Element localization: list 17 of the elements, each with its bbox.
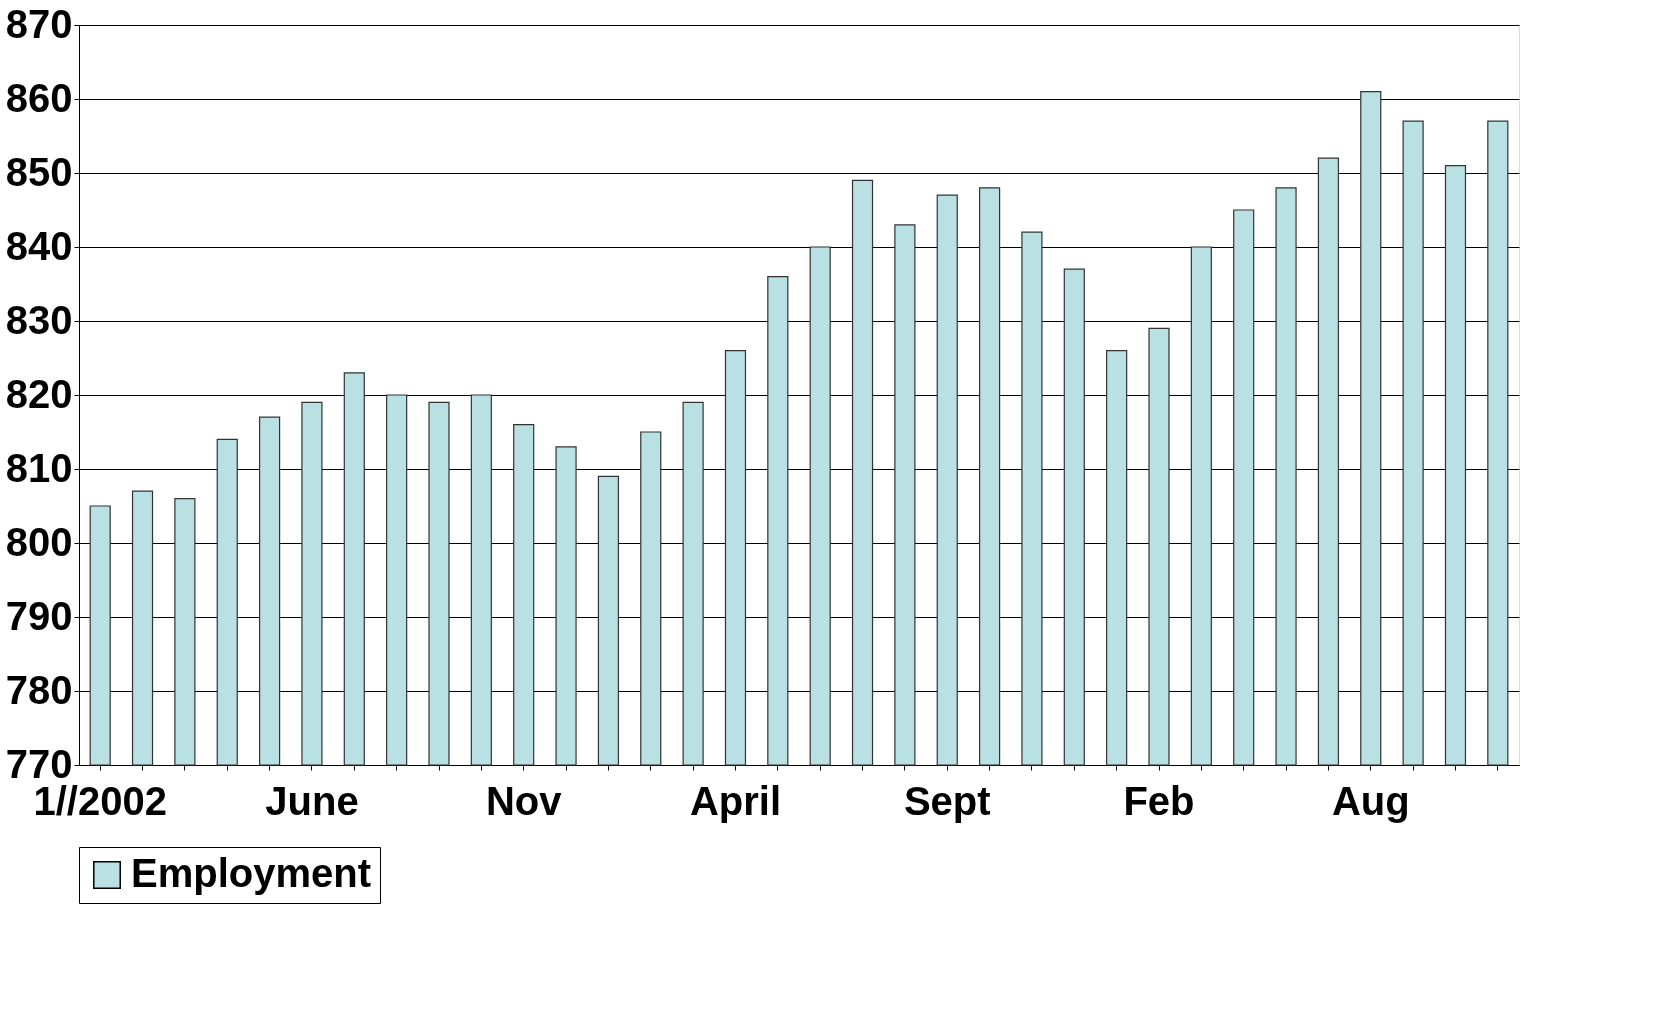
x-tick-label: Aug [1331, 778, 1410, 823]
y-tick-label: 850 [5, 149, 73, 194]
y-tick-label: 860 [5, 75, 73, 120]
y-tick-label: 820 [5, 371, 73, 416]
x-tick-label: Sept [903, 778, 991, 823]
x-tick-label: June [265, 778, 359, 823]
y-tick-label: 830 [5, 297, 73, 342]
x-tick-label: April [689, 778, 782, 823]
x-tick-label: Feb [1123, 778, 1195, 823]
x-tick-label: Nov [485, 778, 563, 823]
y-tick-label: 840 [5, 223, 73, 268]
y-tick-label: 780 [5, 667, 73, 712]
y-tick-label: 800 [5, 519, 73, 564]
y-tick-label: 810 [5, 445, 73, 490]
y-tick-label: 870 [5, 1, 73, 46]
legend-label: Employment [131, 851, 372, 895]
y-tick-label: 790 [5, 593, 73, 638]
